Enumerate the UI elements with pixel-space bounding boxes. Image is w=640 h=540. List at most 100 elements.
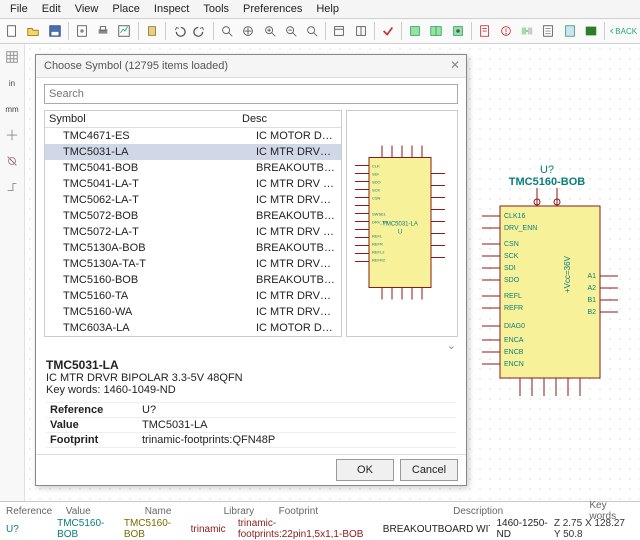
assign-footprints-icon[interactable] — [517, 20, 537, 42]
annotate-icon[interactable] — [475, 20, 495, 42]
symbol-list[interactable]: Symbol Desc TMC4671-ESIC MOTOR DRIVER IT… — [44, 110, 342, 337]
navigate-icon[interactable] — [329, 20, 349, 42]
plot-icon[interactable] — [114, 20, 134, 42]
property-value: TMC5031-LA — [140, 419, 456, 431]
pcb-icon[interactable] — [581, 20, 601, 42]
menu-file[interactable]: File — [4, 2, 34, 16]
status-val-keywords: 1460-1250-ND — [490, 518, 553, 540]
ok-button[interactable]: OK — [336, 459, 394, 481]
list-item[interactable]: TMC5072-BOBBREAKOUTBOARD V — [45, 208, 341, 224]
menu-tools[interactable]: Tools — [197, 2, 235, 16]
run-erc-icon[interactable] — [378, 20, 398, 42]
menu-inspect[interactable]: Inspect — [148, 2, 195, 16]
find-icon[interactable] — [217, 20, 237, 42]
cursor-shape-icon[interactable] — [1, 124, 23, 146]
svg-text:SDO: SDO — [504, 277, 520, 284]
svg-text:SDO: SDO — [372, 180, 381, 185]
cancel-button[interactable]: Cancel — [400, 459, 458, 481]
property-key: Footprint — [46, 434, 140, 446]
menu-preferences[interactable]: Preferences — [237, 2, 308, 16]
schematic-canvas[interactable]: U? TMC5160-BOB +Vcc=36V CLK16 DRV_ENN CS… — [25, 44, 640, 502]
list-item-symbol: TMC5160-WA — [45, 306, 252, 318]
list-item[interactable]: TMC5160-BOBBREAKOUTBOARD V — [45, 272, 341, 288]
list-item[interactable]: TMC4671-ESIC MOTOR DRIVER I — [45, 128, 341, 144]
list-item-desc: IC MOTOR DRIVER T — [252, 322, 341, 334]
detail-desc: IC MTR DRVR BIPOLAR 3.3-5V 48QFN — [46, 372, 456, 384]
save-icon[interactable] — [45, 20, 65, 42]
list-item[interactable]: TMC5160-WAIC MTR DRVR BIPOL — [45, 304, 341, 320]
svg-text:U: U — [398, 230, 402, 236]
status-val-name: TMC5160-BOB — [118, 518, 185, 540]
toolbar: BACK — [0, 19, 640, 44]
list-item[interactable]: TMC603A-LAIC MOTOR DRIVER T — [45, 320, 341, 336]
page-settings-icon[interactable] — [72, 20, 92, 42]
menu-edit[interactable]: Edit — [36, 2, 67, 16]
list-item[interactable]: TMC5041-LA-TIC MTR DRV BIPOLA — [45, 176, 341, 192]
leave-sheet-icon[interactable] — [351, 20, 371, 42]
component-name: TMC5160-BOB — [472, 176, 622, 188]
paste-icon[interactable] — [141, 20, 161, 42]
browse-symbols-icon[interactable] — [426, 20, 446, 42]
component-ref: U? — [472, 164, 622, 176]
property-row: Datasheethttps://www.trinamic.com/filead… — [46, 447, 456, 448]
new-icon[interactable] — [2, 20, 22, 42]
open-icon[interactable] — [23, 20, 43, 42]
hidden-pins-icon[interactable] — [1, 150, 23, 172]
list-item[interactable]: TMC5130A-BOBBREAKOUTBOARD V — [45, 240, 341, 256]
header-desc[interactable]: Desc — [238, 111, 341, 127]
zoom-fit-icon[interactable] — [302, 20, 322, 42]
list-item-desc: BREAKOUTBOARD V — [252, 274, 341, 286]
component-symbol-icon: +Vcc=36V CLK16 DRV_ENN CSN SCK SDI SDO R… — [472, 188, 622, 408]
erc-icon[interactable] — [496, 20, 516, 42]
menu-view[interactable]: View — [69, 2, 105, 16]
left-toolbar: in mm — [0, 44, 25, 502]
zoom-in-icon[interactable] — [260, 20, 280, 42]
list-item[interactable]: TMC5031-LAIC MTR DRVR BIPOL — [45, 144, 341, 160]
close-icon[interactable]: ✕ — [450, 58, 460, 72]
menu-help[interactable]: Help — [310, 2, 345, 16]
redo-icon[interactable] — [190, 20, 210, 42]
svg-text:ENCA: ENCA — [504, 337, 524, 344]
list-item-symbol: TMC5041-LA-T — [45, 178, 252, 190]
svg-text:CLK16: CLK16 — [504, 213, 526, 220]
netlist-icon[interactable] — [538, 20, 558, 42]
list-item-symbol: TMC5041-BOB — [45, 162, 252, 174]
grid-icon[interactable] — [1, 46, 23, 68]
zoom-out-icon[interactable] — [281, 20, 301, 42]
status-hdr-name: Name — [139, 506, 218, 517]
undo-icon[interactable] — [169, 20, 189, 42]
bom-icon[interactable] — [560, 20, 580, 42]
units-mm-icon[interactable]: mm — [1, 98, 23, 120]
svg-text:CSN: CSN — [372, 196, 381, 201]
menu-place[interactable]: Place — [106, 2, 146, 16]
zoom-redraw-icon[interactable] — [238, 20, 258, 42]
dialog-titlebar[interactable]: Choose Symbol (12795 items loaded) ✕ — [36, 55, 466, 78]
wire-dir-icon[interactable] — [1, 176, 23, 198]
list-item[interactable]: TMC5160-TAIC MTR DRVR BIPOL — [45, 288, 341, 304]
list-item-desc: IC MOTOR DRIVER I — [252, 130, 341, 142]
list-item[interactable]: TMC5130A-TA-TIC MTR DRVR BIPOL — [45, 256, 341, 272]
back-button[interactable]: BACK — [608, 20, 638, 42]
list-item[interactable]: TMC5041-BOBBREAKOUTBOARD V — [45, 160, 341, 176]
svg-text:REFL2: REFL2 — [372, 250, 385, 255]
footprint-editor-icon[interactable] — [447, 20, 467, 42]
property-row: Footprinttrinamic-footprints:QFN48P — [46, 432, 456, 447]
symbol-editor-icon[interactable] — [405, 20, 425, 42]
list-item-symbol: TMC5160-TA — [45, 290, 252, 302]
list-header: Symbol Desc — [45, 111, 341, 128]
units-in-icon[interactable]: in — [1, 72, 23, 94]
canvas-component[interactable]: U? TMC5160-BOB +Vcc=36V CLK16 DRV_ENN CS… — [472, 164, 622, 411]
header-symbol[interactable]: Symbol — [45, 111, 238, 127]
detail-kw: 1460-1049-ND — [103, 384, 175, 396]
list-item-symbol: TMC603A-LA — [45, 322, 252, 334]
list-item-desc: IC MTR DRVR BIPR — [252, 194, 341, 206]
list-item[interactable]: TMC5072-LA-TIC MTR DRV BIPOLA — [45, 224, 341, 240]
detail-kw-label: Key words: — [46, 384, 100, 396]
print-icon[interactable] — [93, 20, 113, 42]
chevron-down-icon[interactable]: ⌄ — [44, 337, 458, 354]
detail-name: TMC5031-LA — [46, 358, 456, 372]
status-bar: Reference Value Name Library Footprint D… — [0, 501, 640, 538]
list-item[interactable]: TMC5062-LA-TIC MTR DRVR BIPR — [45, 192, 341, 208]
status-hdr-value: Value — [60, 506, 139, 517]
search-input[interactable] — [44, 84, 458, 104]
